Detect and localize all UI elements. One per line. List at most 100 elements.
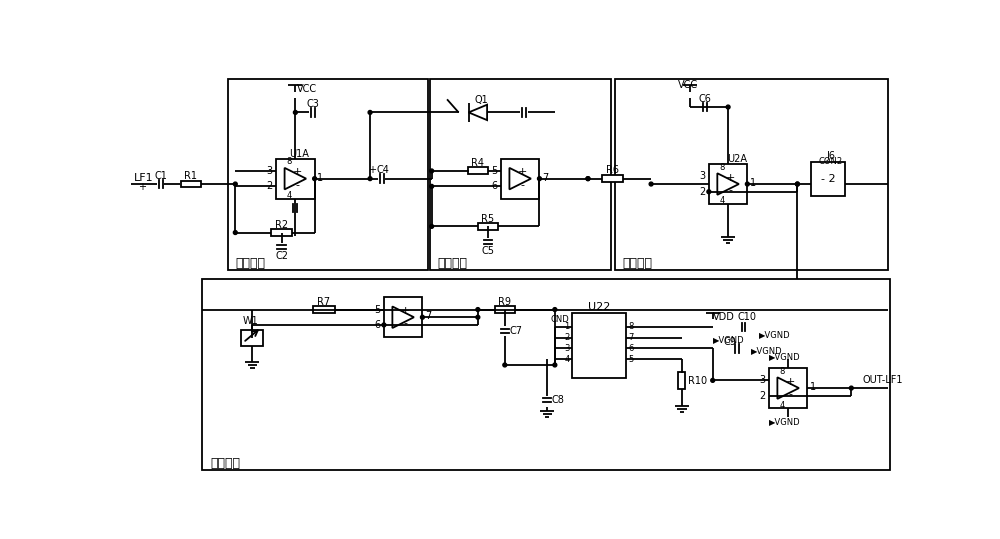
Text: C6: C6 bbox=[699, 94, 711, 103]
Text: 4: 4 bbox=[564, 355, 569, 364]
Text: 6: 6 bbox=[628, 344, 633, 353]
Text: 跟随电路: 跟随电路 bbox=[623, 257, 653, 270]
Text: VCC: VCC bbox=[678, 80, 698, 89]
Text: C7: C7 bbox=[509, 326, 522, 336]
Polygon shape bbox=[469, 105, 487, 120]
Bar bbox=[478, 223, 498, 230]
Text: 三级放大: 三级放大 bbox=[438, 257, 468, 270]
Polygon shape bbox=[392, 307, 414, 328]
Circle shape bbox=[538, 177, 541, 181]
Text: J6: J6 bbox=[826, 150, 835, 161]
Text: VCC: VCC bbox=[297, 84, 317, 94]
Circle shape bbox=[430, 169, 434, 173]
Text: R10: R10 bbox=[688, 376, 707, 386]
Bar bbox=[241, 330, 263, 345]
Text: -: - bbox=[403, 319, 407, 328]
Text: C1: C1 bbox=[154, 171, 167, 181]
Text: R2: R2 bbox=[275, 220, 288, 230]
Circle shape bbox=[795, 182, 799, 186]
Text: 7: 7 bbox=[425, 312, 431, 321]
Bar bbox=[313, 306, 335, 313]
Bar bbox=[678, 372, 685, 389]
Text: R7: R7 bbox=[317, 297, 330, 307]
Circle shape bbox=[368, 177, 372, 181]
Text: 4: 4 bbox=[287, 191, 292, 200]
Text: R6: R6 bbox=[606, 165, 619, 175]
Circle shape bbox=[430, 224, 434, 229]
Text: OUT-LF1: OUT-LF1 bbox=[863, 375, 903, 385]
Bar bbox=[430, 79, 611, 270]
Text: 7: 7 bbox=[628, 333, 633, 342]
Bar bbox=[709, 164, 747, 204]
Text: U1A: U1A bbox=[289, 149, 309, 159]
Bar bbox=[602, 175, 623, 182]
Text: W1: W1 bbox=[243, 316, 259, 326]
Text: 8: 8 bbox=[287, 157, 292, 166]
Circle shape bbox=[233, 182, 237, 186]
Bar bbox=[228, 79, 428, 270]
Bar bbox=[202, 279, 890, 469]
Polygon shape bbox=[509, 168, 531, 189]
Text: 3: 3 bbox=[759, 375, 765, 385]
Text: C4: C4 bbox=[377, 165, 390, 175]
Text: +: + bbox=[138, 182, 146, 192]
Text: C8: C8 bbox=[551, 396, 564, 405]
Text: 1: 1 bbox=[317, 173, 323, 183]
Text: Q1: Q1 bbox=[475, 95, 489, 105]
Bar bbox=[615, 79, 888, 270]
Bar bbox=[572, 313, 626, 378]
Polygon shape bbox=[717, 173, 739, 195]
Text: +: + bbox=[786, 377, 795, 387]
Text: CON2: CON2 bbox=[818, 157, 843, 166]
Text: R5: R5 bbox=[481, 213, 494, 224]
Circle shape bbox=[476, 308, 480, 312]
Bar bbox=[181, 181, 201, 188]
Bar bbox=[384, 297, 422, 337]
Text: +: + bbox=[518, 168, 527, 177]
Text: 1: 1 bbox=[564, 322, 569, 331]
Polygon shape bbox=[777, 377, 799, 399]
Polygon shape bbox=[285, 168, 306, 189]
Circle shape bbox=[382, 323, 386, 327]
Circle shape bbox=[503, 363, 507, 367]
Text: C2: C2 bbox=[275, 251, 288, 261]
Text: LF1: LF1 bbox=[134, 173, 153, 183]
Text: 1: 1 bbox=[750, 178, 756, 188]
Text: 5: 5 bbox=[374, 305, 380, 315]
Text: VDD: VDD bbox=[713, 312, 735, 322]
Text: R4: R4 bbox=[471, 158, 484, 168]
Circle shape bbox=[726, 105, 730, 109]
Circle shape bbox=[745, 182, 749, 186]
Text: C3: C3 bbox=[307, 99, 320, 109]
Text: 1: 1 bbox=[810, 382, 816, 392]
Text: C5: C5 bbox=[481, 246, 494, 256]
Text: 6: 6 bbox=[491, 181, 497, 191]
Text: 3: 3 bbox=[699, 171, 705, 181]
Text: ▶VGND: ▶VGND bbox=[713, 335, 744, 344]
Text: ▶VGND: ▶VGND bbox=[769, 418, 801, 426]
Text: 5: 5 bbox=[628, 355, 633, 364]
Circle shape bbox=[711, 378, 715, 382]
Circle shape bbox=[476, 315, 480, 319]
Text: R1: R1 bbox=[184, 171, 197, 181]
Text: - 2: - 2 bbox=[821, 174, 836, 184]
Circle shape bbox=[368, 110, 372, 114]
Text: +: + bbox=[293, 168, 302, 177]
Text: 5: 5 bbox=[491, 166, 497, 176]
Text: 二级放大: 二级放大 bbox=[235, 257, 265, 270]
Text: ▶VGND: ▶VGND bbox=[759, 330, 791, 339]
Circle shape bbox=[420, 315, 424, 319]
Bar bbox=[501, 158, 539, 199]
Text: 8: 8 bbox=[779, 367, 785, 376]
Text: ▶VGND: ▶VGND bbox=[751, 346, 783, 355]
Text: 8: 8 bbox=[719, 163, 725, 171]
Circle shape bbox=[233, 231, 237, 234]
Bar bbox=[769, 368, 807, 408]
Text: 2: 2 bbox=[699, 186, 705, 197]
Bar bbox=[495, 306, 515, 313]
Circle shape bbox=[795, 182, 799, 186]
Circle shape bbox=[586, 177, 590, 181]
Bar bbox=[811, 162, 845, 196]
Text: 2: 2 bbox=[266, 181, 272, 191]
Text: CND: CND bbox=[551, 315, 569, 323]
